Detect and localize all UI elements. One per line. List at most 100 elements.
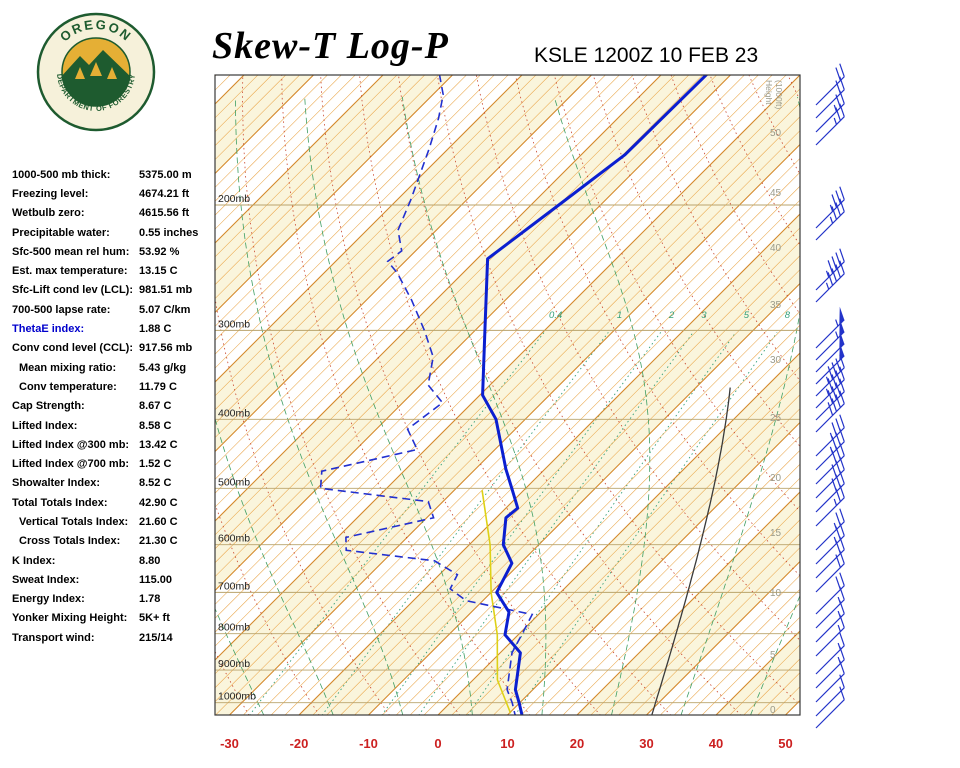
mixing-ratio-label: 3	[701, 310, 707, 321]
index-value: 11.79 C	[139, 380, 177, 393]
mixing-ratio-lines	[249, 332, 778, 715]
index-label: Energy Index:	[12, 593, 85, 606]
index-row: K Index: 8.80	[12, 551, 227, 570]
pressure-label: 400mb	[218, 407, 250, 419]
parcel-line	[651, 387, 731, 715]
index-value: 8.80	[139, 554, 161, 567]
index-value: 981.51 mb	[139, 284, 193, 297]
wind-barb	[815, 116, 845, 146]
index-row: Freezing level: 4674.21 ft	[12, 184, 227, 203]
index-label: Cap Strength:	[12, 400, 85, 413]
wind-barb	[815, 211, 845, 241]
index-label: Sfc-Lift cond lev (LCL):	[12, 284, 133, 297]
temperature-tick-label: -30	[220, 736, 239, 751]
index-value: 1.78	[139, 593, 161, 606]
station-datetime: KSLE 1200Z 10 FEB 23	[534, 44, 759, 67]
index-label: Sweat Index:	[12, 573, 80, 586]
index-value: 21.30 C	[139, 535, 178, 548]
index-label: Freezing level:	[12, 187, 89, 200]
temperature-tick-label: 30	[639, 736, 653, 751]
wind-barb	[815, 497, 845, 527]
pressure-label: 300mb	[218, 318, 250, 330]
wind-barb	[815, 563, 845, 593]
index-row: Showalter Index: 8.52 C	[12, 474, 227, 493]
index-label: Precipitable water:	[12, 226, 110, 239]
index-row: Lifted Index @700 mb: 1.52 C	[12, 454, 227, 473]
temperature-axis: -30 -20 -10 0 10 20 30 40 50	[220, 736, 793, 751]
height-axis-caption: Height	[764, 80, 774, 105]
logo-tree-icon	[75, 67, 85, 79]
temperature-tick-label: 50	[778, 736, 792, 751]
wind-barb	[815, 469, 845, 499]
index-row: Energy Index: 1.78	[12, 590, 227, 609]
index-label: Est. max temperature:	[12, 265, 128, 278]
index-label: Lifted Index @700 mb:	[12, 458, 130, 471]
wind-barb	[815, 427, 845, 457]
index-row: Sfc-500 mean rel hum: 53.92 %	[12, 242, 227, 261]
height-tick-label: 25	[770, 413, 782, 424]
index-label: Total Totals Index:	[12, 496, 108, 509]
pressure-label: 600mb	[218, 533, 250, 545]
wind-barb	[815, 687, 845, 717]
temperature-tick-label: 20	[570, 736, 584, 751]
index-row: Conv cond level (CCL): 917.56 mb	[12, 339, 227, 358]
height-tick-label: 45	[770, 188, 782, 199]
temperature-tick-label: 10	[500, 736, 514, 751]
index-value: 0.55 inches	[139, 226, 199, 239]
wind-barb	[815, 441, 845, 471]
height-tick-label: 50	[770, 128, 782, 139]
index-label: Cross Totals Index:	[19, 535, 121, 548]
index-label: Mean mixing ratio:	[19, 361, 117, 374]
index-value: 13.42 C	[139, 438, 178, 451]
index-value: 115.00	[139, 573, 173, 586]
index-row: Yonker Mixing Height: 5K+ ft	[12, 609, 227, 628]
wind-barb	[815, 261, 845, 291]
index-row: Cap Strength: 8.67 C	[12, 397, 227, 416]
index-value: 5.43 g/kg	[139, 361, 187, 374]
wind-barb	[815, 89, 845, 119]
wind-barb	[815, 535, 845, 565]
logo-tree-icon	[90, 62, 102, 76]
index-row: 700-500 lapse rate: 5.07 C/km	[12, 300, 227, 319]
index-label: Wetbulb zero:	[12, 207, 85, 220]
height-tick-label: 10	[770, 588, 782, 599]
index-value: 8.58 C	[139, 419, 172, 432]
index-value: 4674.21 ft	[139, 187, 190, 200]
wind-barb	[815, 483, 845, 513]
index-value: 4615.56 ft	[139, 207, 190, 220]
moist-adiabats	[215, 96, 800, 715]
index-label: Transport wind:	[12, 631, 95, 644]
index-row: Total Totals Index: 42.90 C	[12, 493, 227, 512]
index-row: Lifted Index: 8.58 C	[12, 416, 227, 435]
chart-border	[214, 74, 801, 716]
index-value: 8.52 C	[139, 477, 172, 490]
temperature-tick-label: -10	[359, 736, 378, 751]
height-tick-label: 15	[770, 528, 782, 539]
mixing-ratio-label: 0.4	[549, 310, 562, 321]
mixing-ratio-label: 5	[744, 310, 750, 321]
index-value: 13.15 C	[139, 265, 178, 278]
index-value: 8.67 C	[139, 400, 172, 413]
pressure-label: 1000mb	[218, 691, 256, 703]
index-row: 1000-500 mb thick: 5375.00 m	[12, 165, 227, 184]
index-value: 5K+ ft	[139, 612, 170, 625]
index-row: Transport wind: 215/14	[12, 628, 227, 647]
height-axis-caption: (1000ft)	[774, 80, 784, 109]
wind-barb	[815, 627, 845, 657]
height-tick-label: 0	[770, 705, 776, 716]
index-row: Vertical Totals Index: 21.60 C	[12, 512, 227, 531]
isobars: 200mb 300mb 400mb 500mb 600mb 700mb 800mb 900mb…	[215, 193, 800, 704]
index-value: 21.60 C	[139, 515, 178, 528]
wind-barb	[815, 403, 845, 433]
index-value: 42.90 C	[139, 496, 178, 509]
wind-barb	[815, 659, 845, 689]
index-row: Lifted Index @300 mb: 13.42 C	[12, 435, 227, 454]
index-value: 215/14	[139, 631, 173, 644]
index-row: Wetbulb zero: 4615.56 ft	[12, 204, 227, 223]
index-label: Lifted Index:	[12, 419, 78, 432]
index-value: 5375.00 m	[139, 168, 192, 181]
index-label: Lifted Index @300 mb:	[12, 438, 130, 451]
wind-barb	[815, 367, 845, 397]
